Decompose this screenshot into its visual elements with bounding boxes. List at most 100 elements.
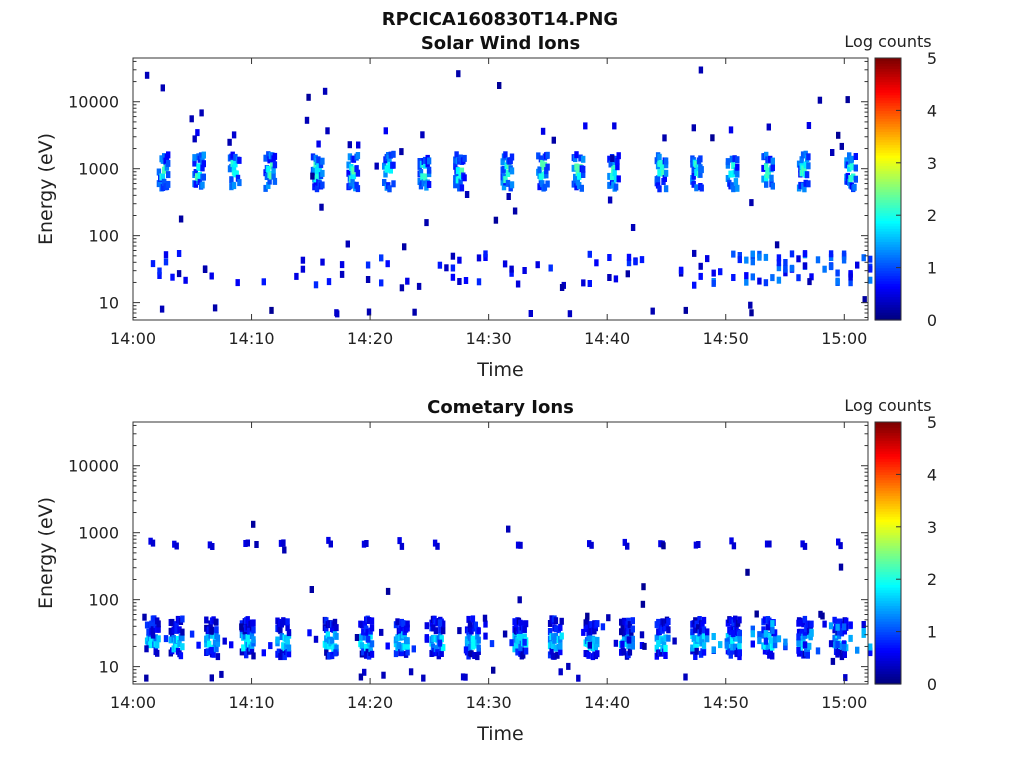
colorbar-segment (875, 484, 901, 489)
heatmap-cell (802, 262, 808, 270)
heatmap-cell (248, 627, 253, 635)
heatmap-cell (776, 635, 782, 643)
colorbar-segment (875, 288, 901, 292)
heatmap-cell (192, 159, 197, 167)
heatmap-cell (180, 634, 185, 642)
heatmap-cell (421, 674, 426, 682)
heatmap-cell (547, 620, 553, 627)
heatmap-cell (193, 180, 198, 188)
colorbar-segment (875, 262, 901, 266)
heatmap-cell (512, 645, 517, 653)
heatmap-cell (391, 180, 396, 188)
colorbar-tick-label: 0 (927, 311, 937, 330)
heatmap-cell (625, 270, 630, 278)
heatmap-cell (750, 640, 755, 648)
heatmap-cell (803, 179, 808, 187)
heatmap-cell (553, 644, 559, 652)
heatmap-cell (737, 636, 742, 644)
heatmap-cell (657, 169, 662, 177)
heatmap-cell (436, 652, 441, 660)
heatmap-cell (267, 156, 272, 164)
heatmap-cell (718, 268, 723, 276)
colorbar-segment (875, 189, 901, 193)
heatmap-cell (268, 642, 273, 650)
colorbar-segment (875, 220, 901, 224)
heatmap-cell (621, 648, 627, 656)
heatmap-cell (655, 175, 661, 183)
colorbar-segment (875, 432, 901, 436)
heatmap-cell (800, 540, 805, 548)
heatmap-cell (172, 540, 177, 548)
colorbar-segment (875, 272, 901, 277)
heatmap-cell (458, 178, 463, 186)
heatmap-cell (249, 632, 255, 640)
heatmap-cell (439, 635, 444, 643)
colorbar-segment (875, 160, 901, 164)
heatmap-cell (727, 637, 732, 645)
heatmap-cell (536, 152, 541, 160)
heatmap-cell (828, 622, 834, 630)
heatmap-cell (359, 642, 365, 650)
heatmap-cell (559, 617, 564, 625)
heatmap-cell (733, 643, 738, 651)
heatmap-cell (574, 163, 579, 171)
heatmap-cell (659, 163, 665, 171)
colorbar-segment (875, 296, 901, 300)
heatmap-cell (803, 150, 808, 158)
colorbar-segment (875, 259, 901, 263)
heatmap-cell (789, 250, 795, 258)
heatmap-cell (757, 637, 762, 645)
heatmap-cell (235, 279, 240, 287)
heatmap-cell (397, 537, 402, 545)
heatmap-cell (849, 155, 854, 163)
heatmap-cell (476, 644, 481, 652)
colorbar-tick-label: 3 (927, 518, 937, 537)
heatmap-cell (365, 635, 371, 643)
heatmap-cell (313, 281, 319, 289)
heatmap-cell (418, 169, 424, 177)
colorbar-segment (875, 102, 901, 106)
heatmap-cell (469, 627, 474, 635)
heatmap-cell (663, 185, 669, 193)
heatmap-cell (408, 668, 414, 676)
heatmap-cell (237, 179, 242, 187)
colorbar-label: Log counts (844, 396, 931, 415)
colorbar-segment (875, 107, 901, 111)
heatmap-cell (307, 629, 312, 637)
heatmap-cell (783, 642, 788, 650)
heatmap-cell (725, 633, 731, 640)
heatmap-cell (733, 615, 738, 623)
heatmap-cell (450, 264, 456, 272)
heatmap-cell (737, 252, 742, 259)
heatmap-cell (663, 634, 668, 642)
heatmap-cell (320, 181, 325, 189)
heatmap-cell (430, 643, 436, 651)
heatmap-cell (282, 653, 287, 661)
heatmap-cell (422, 156, 428, 164)
heatmap-cell (237, 156, 242, 164)
heatmap-cell (698, 627, 704, 635)
heatmap-cell (276, 648, 282, 656)
heatmap-cell (768, 155, 773, 163)
colorbar-segment (875, 448, 901, 452)
colorbar-segment (875, 154, 901, 159)
heatmap-cell (654, 644, 659, 652)
colorbar-segment (875, 587, 901, 591)
heatmap-cell (585, 612, 590, 620)
heatmap-cell (847, 152, 852, 160)
heatmap-cell (822, 265, 827, 273)
heatmap-cell (506, 193, 511, 200)
colorbar-segment (875, 589, 901, 593)
heatmap-cell (552, 636, 557, 644)
heatmap-cell (763, 279, 769, 287)
colorbar-segment (875, 663, 901, 667)
heatmap-cell (251, 636, 256, 644)
heatmap-cell (402, 643, 407, 651)
colorbar-segment (875, 84, 901, 88)
heatmap-cell (230, 151, 235, 159)
heatmap-cell (691, 124, 696, 132)
heatmap-cell (166, 151, 171, 159)
heatmap-cell (522, 633, 527, 641)
heatmap-cell (345, 240, 350, 248)
heatmap-cell (550, 642, 556, 649)
